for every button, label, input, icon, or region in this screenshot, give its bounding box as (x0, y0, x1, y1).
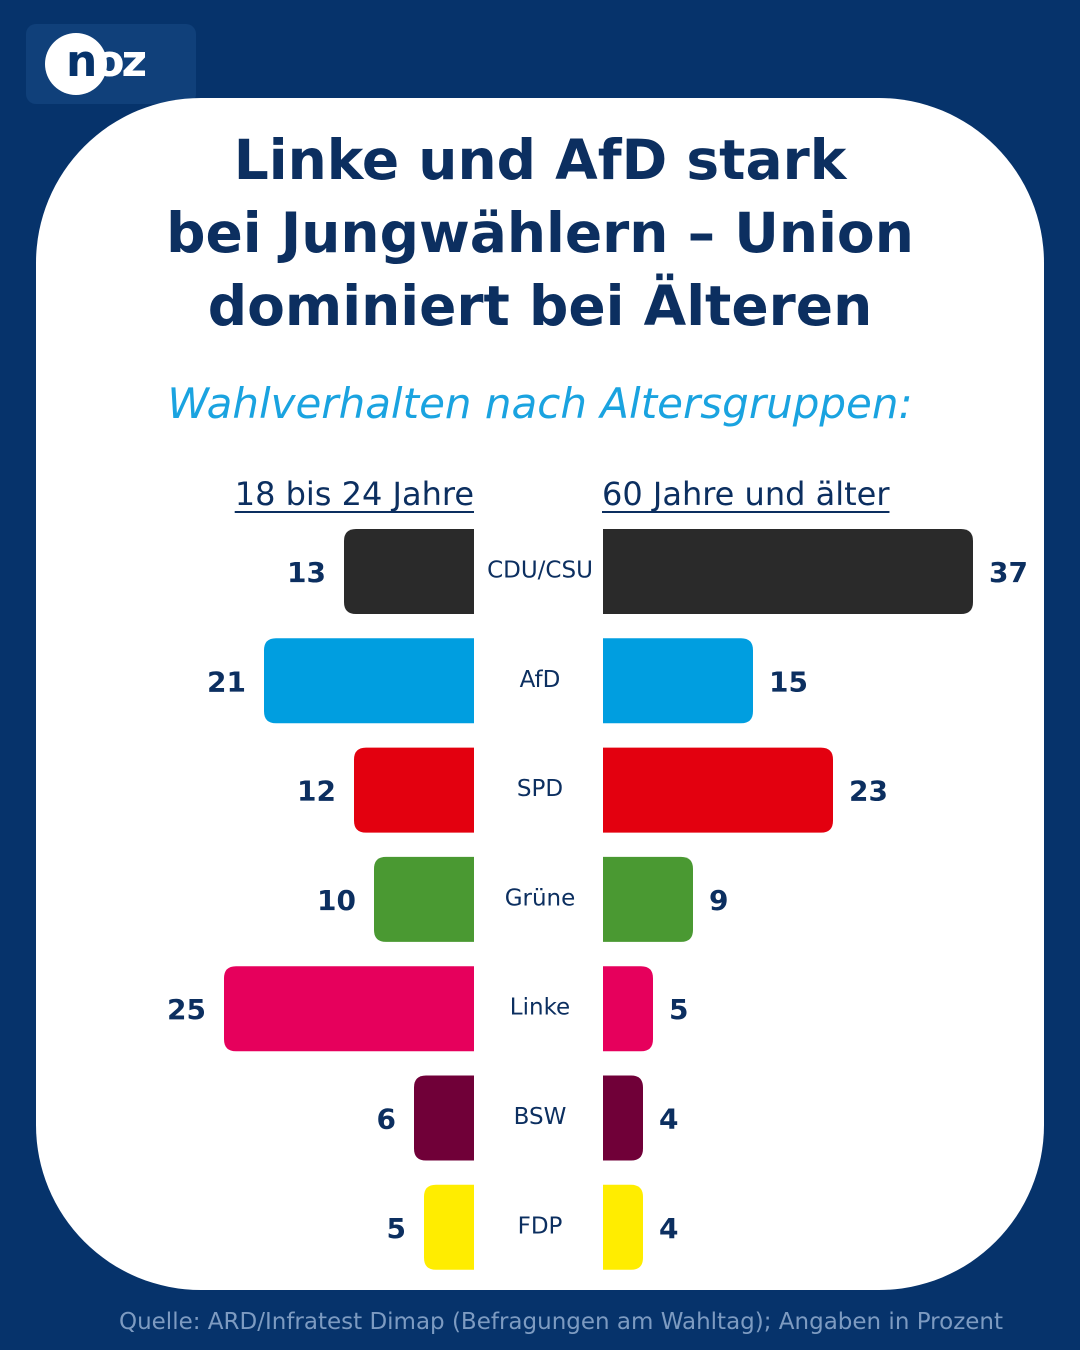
value-label-young-spd: 12 (297, 775, 336, 808)
bar-young-gr-ne (374, 857, 474, 942)
bar-young-linke (224, 966, 474, 1051)
bar-young-fdp (424, 1185, 474, 1270)
bar-old-cdu-csu (603, 529, 973, 614)
value-label-old-afd: 15 (769, 665, 808, 698)
value-label-young-cdu-csu: 13 (287, 556, 326, 589)
value-label-young-gr-ne: 10 (317, 884, 356, 917)
bar-old-spd (603, 748, 833, 833)
bar-old-afd (603, 638, 753, 723)
category-label-cdu-csu: CDU/CSU (487, 558, 593, 584)
value-label-young-afd: 21 (207, 665, 246, 698)
value-label-old-bsw: 4 (659, 1103, 678, 1136)
category-label-afd: AfD (520, 667, 561, 693)
value-label-young-fdp: 5 (387, 1212, 406, 1245)
value-label-old-fdp: 4 (659, 1212, 678, 1245)
bar-young-spd (354, 748, 474, 833)
bar-young-afd (264, 638, 474, 723)
bar-young-bsw (414, 1076, 474, 1161)
value-label-old-gr-ne: 9 (709, 884, 728, 917)
value-label-old-spd: 23 (849, 775, 888, 808)
bar-young-cdu-csu (344, 529, 474, 614)
value-label-old-cdu-csu: 37 (989, 556, 1028, 589)
value-label-young-linke: 25 (167, 993, 206, 1026)
source-note: Quelle: ARD/Infratest Dimap (Befragungen… (0, 1306, 1080, 1338)
value-label-old-linke: 5 (669, 993, 688, 1026)
bar-old-fdp (603, 1185, 643, 1270)
value-label-young-bsw: 6 (377, 1103, 396, 1136)
bar-old-linke (603, 966, 653, 1051)
category-label-bsw: BSW (514, 1104, 567, 1130)
bar-old-bsw (603, 1076, 643, 1161)
category-label-spd: SPD (517, 776, 563, 802)
category-label-gr-ne: Grüne (505, 885, 576, 911)
bar-old-gr-ne (603, 857, 693, 942)
butterfly-bar-chart: 13 37 CDU/CSU 21 15 AfD 12 23 SPD 10 9 Grüne 25 5 Link… (0, 0, 1080, 1350)
category-label-fdp: FDP (518, 1213, 563, 1239)
category-label-linke: Linke (510, 995, 570, 1021)
